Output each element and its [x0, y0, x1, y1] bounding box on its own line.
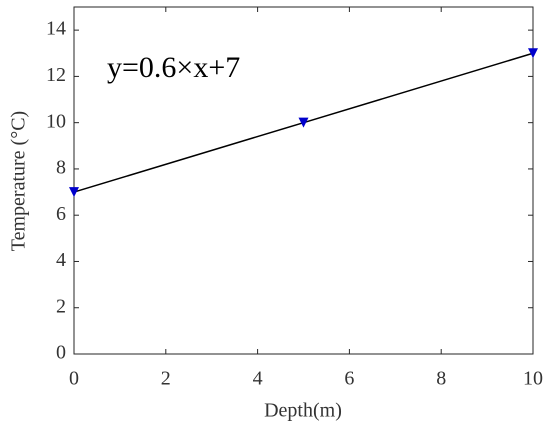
plot-frame [73, 6, 534, 355]
marker [69, 187, 79, 198]
marker [298, 117, 309, 128]
x-tick-label: 6 [344, 368, 354, 390]
x-tick-label: 8 [436, 368, 446, 390]
x-tick-label: 0 [69, 368, 79, 390]
y-tick-label: 2 [56, 295, 66, 317]
x-tick-label: 2 [161, 368, 171, 390]
y-axis-label: Temperature (°C) [8, 111, 30, 251]
y-tick-label: 0 [56, 342, 66, 364]
x-tick-label: 4 [253, 368, 263, 390]
x-axis-label: Depth(m) [264, 400, 342, 422]
x-tick-label: 10 [523, 368, 543, 390]
y-tick-label: 10 [46, 110, 66, 132]
annotation: y=0.6×x+7 [107, 51, 240, 84]
y-tick-label: 12 [46, 64, 66, 86]
y-tick-label: 8 [56, 157, 66, 179]
y-tick-label: 6 [56, 203, 66, 225]
y-tick-label: 14 [46, 18, 66, 40]
y-tick-label: 4 [56, 249, 66, 271]
marker [528, 48, 538, 59]
